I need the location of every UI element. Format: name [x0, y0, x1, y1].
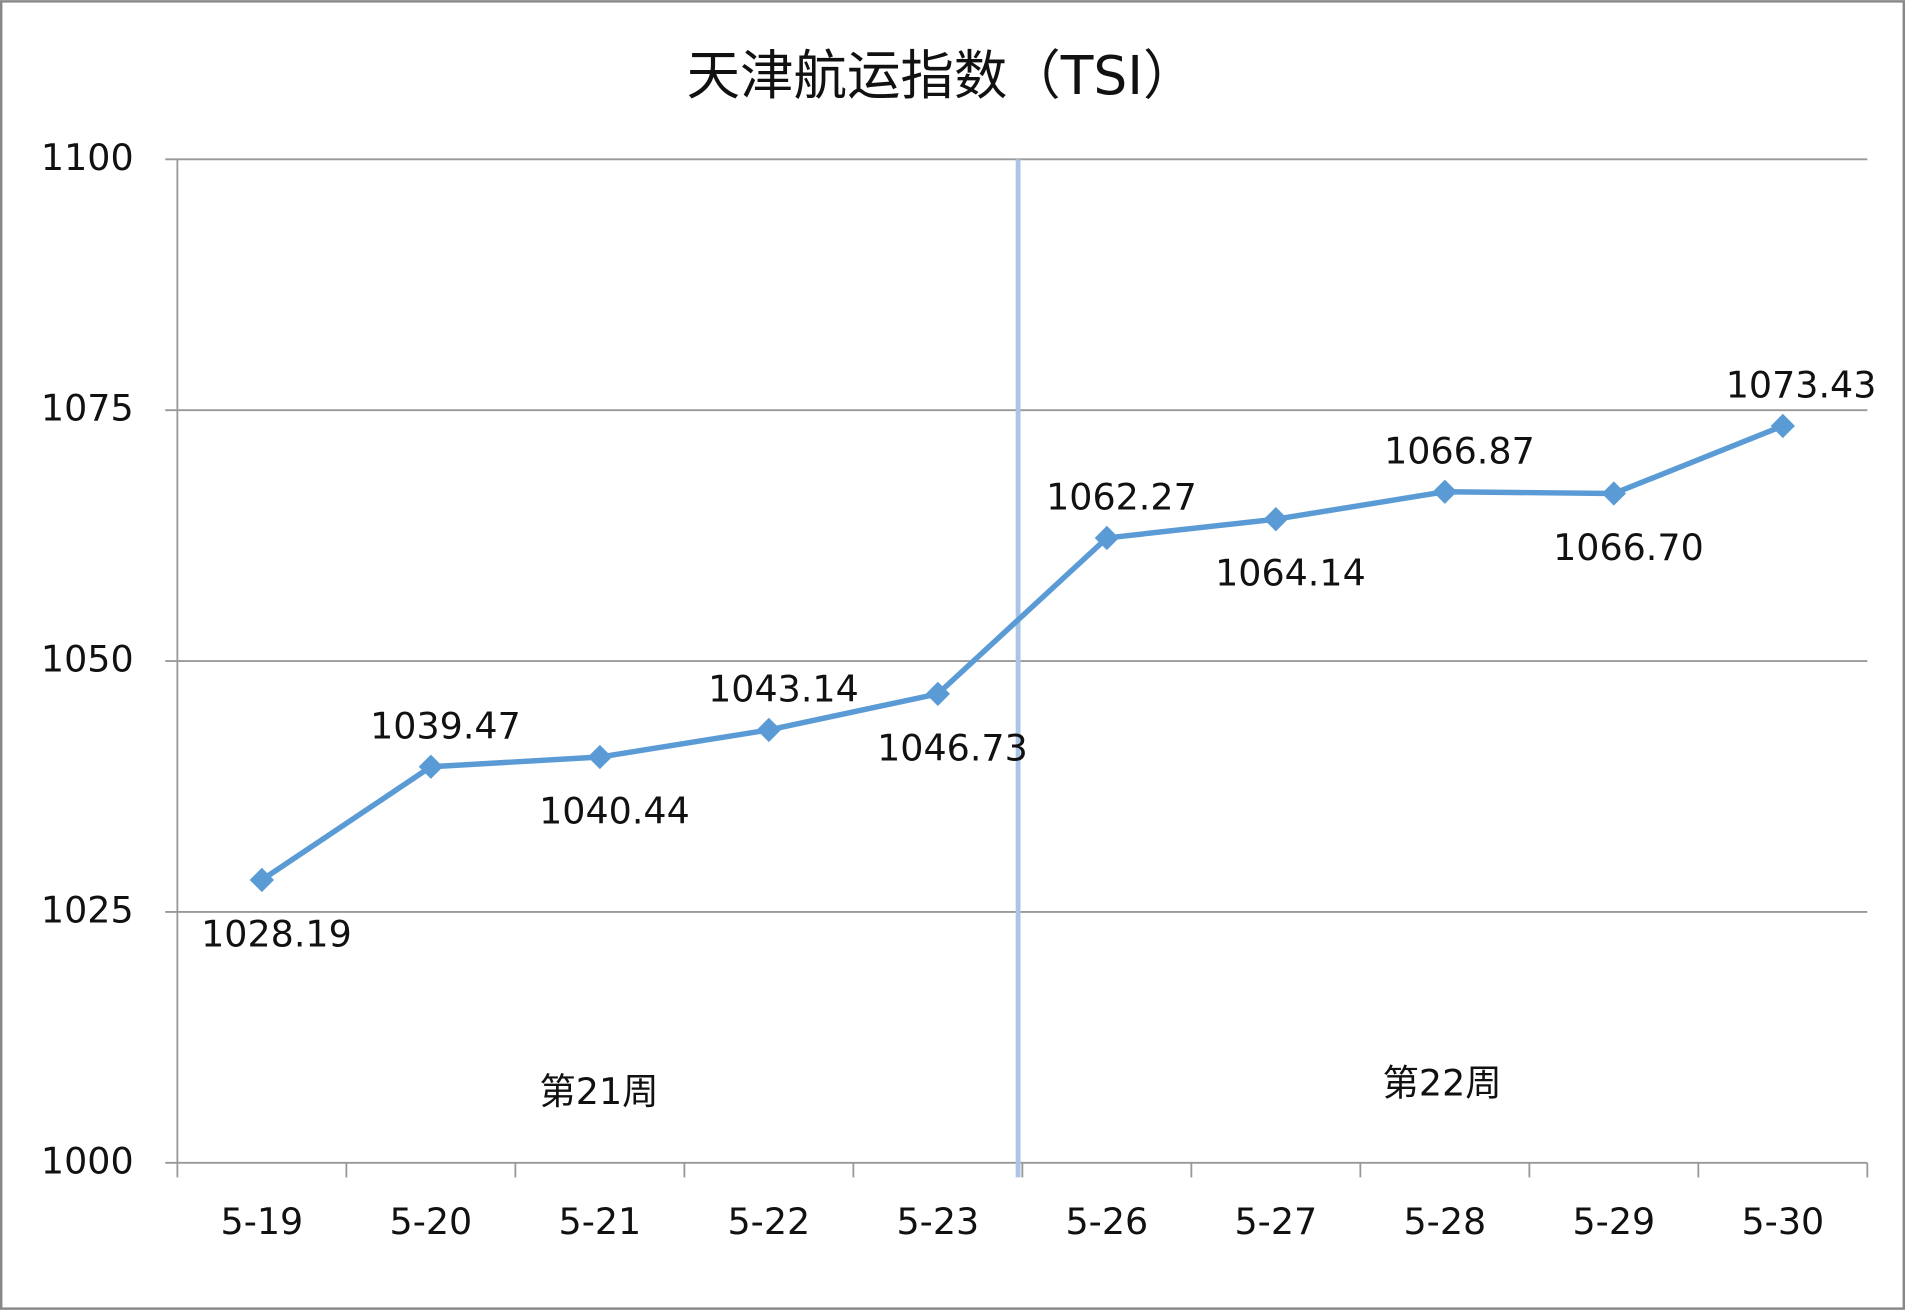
x-tick-label: 5-21	[559, 1200, 642, 1243]
y-tick-label: 1025	[41, 888, 134, 931]
x-tick-label: 5-26	[1066, 1200, 1149, 1243]
y-tick-label: 1075	[41, 387, 134, 430]
y-tick-label: 1000	[41, 1139, 134, 1182]
marker	[1770, 413, 1795, 439]
marker	[1263, 507, 1289, 532]
data-label: 1064.14	[1215, 552, 1366, 595]
data-label: 1040.44	[539, 789, 690, 832]
x-tick-label: 5-29	[1572, 1200, 1655, 1243]
data-label: 1028.19	[201, 912, 352, 955]
line	[260, 423, 1784, 883]
data-label: 1046.73	[877, 726, 1028, 769]
x-tick-label: 5-27	[1235, 1200, 1318, 1243]
data-label: 1066.70	[1553, 526, 1704, 569]
x-tick-label: 5-20	[390, 1200, 473, 1243]
marker	[418, 754, 444, 779]
x-tick-label: 5-23	[897, 1200, 980, 1243]
y-tick-label: 1100	[41, 136, 134, 179]
data-label: 1066.87	[1384, 429, 1535, 472]
chart-title: 天津航运指数（TSI）	[687, 44, 1197, 107]
data-label: 1039.47	[370, 704, 521, 747]
annotation: 第22周	[1382, 1062, 1501, 1105]
marker	[1432, 479, 1457, 504]
marker	[1094, 525, 1120, 551]
annotation: 第21周	[539, 1070, 658, 1113]
marker	[1601, 481, 1626, 506]
x-tick-label: 5-22	[728, 1200, 811, 1243]
y-tick-label: 1050	[41, 638, 134, 681]
data-label: 1073.43	[1726, 364, 1877, 407]
x-tick-label: 5-19	[221, 1200, 304, 1243]
data-label: 1062.27	[1046, 476, 1197, 519]
marker	[756, 717, 782, 743]
x-tick-label: 5-28	[1403, 1200, 1486, 1243]
x-tick-label: 5-30	[1741, 1200, 1824, 1243]
data-label: 1043.14	[708, 668, 859, 711]
